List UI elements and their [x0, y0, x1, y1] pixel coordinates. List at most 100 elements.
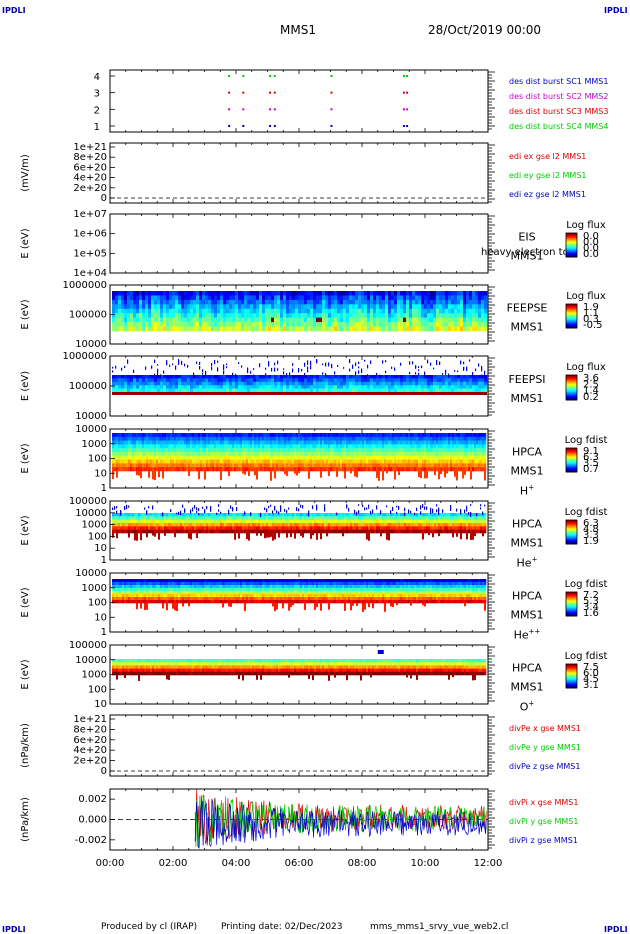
hpca-h-cell: [244, 448, 247, 453]
feepsi-cell: [262, 388, 266, 393]
feepse-cell: [199, 299, 203, 305]
feepse-cell: [160, 308, 164, 314]
hpca-h-cell: [120, 467, 123, 472]
hpca-h-cell: [126, 452, 129, 457]
hpca-he-cell: [226, 516, 229, 520]
hpca-h-cell: [318, 448, 321, 453]
hpca-h-cell: [376, 463, 379, 468]
hpca-h-cell: [400, 448, 403, 453]
feepsi-cell: [307, 385, 311, 389]
feepsi-cell: [373, 381, 377, 386]
feepsi-cell: [271, 388, 275, 393]
hpca-h-cell: [192, 452, 195, 457]
feepse-cell: [484, 299, 488, 305]
feepse-cell: [472, 299, 476, 305]
hpca-h-cell: [112, 452, 115, 457]
feepse-cell: [415, 322, 419, 327]
feepsi-cell: [397, 375, 401, 379]
hpca-h-cell: [160, 455, 163, 460]
hpca-h-cell: [474, 455, 477, 460]
hpca-h-cell: [286, 444, 289, 449]
divpe-tick-label: 8e+20: [73, 724, 107, 735]
feepse-cell: [346, 308, 350, 314]
feepse-cell: [457, 322, 461, 327]
feepse-cell: [142, 304, 146, 310]
feepse-instrument-label: FEEPSE: [507, 302, 548, 315]
feepse-cell: [196, 317, 200, 323]
hpca-h-cell: [418, 440, 421, 445]
feepsi-cell: [301, 368, 303, 372]
hpca-h-cell: [346, 436, 349, 441]
feepsi-cell: [442, 388, 446, 393]
hpca-h-cell: [428, 433, 431, 438]
feepse-cell: [472, 304, 476, 310]
hpca-h-cell: [266, 440, 269, 445]
feepsi-cell: [472, 375, 476, 379]
feepse-cell: [259, 299, 263, 305]
feepse-cell: [214, 322, 218, 327]
hpca-h-cell: [410, 448, 413, 453]
feepsi-cell: [112, 366, 114, 369]
feepse-cell: [406, 308, 410, 314]
feepsi-cell: [412, 381, 416, 386]
feepse-cell: [250, 317, 254, 323]
feepsi-cell: [370, 375, 374, 379]
hpca-h-cell: [472, 455, 475, 460]
hpca-h-cell: [398, 448, 401, 453]
feepse-cell: [367, 291, 371, 296]
feepse-cell: [424, 313, 428, 318]
feepsi-cell: [268, 388, 272, 393]
hpca-h-cell: [304, 452, 307, 457]
feepse-cell: [310, 308, 314, 314]
feepsi-colorbar-cell: [566, 387, 577, 390]
hpca-he-cell: [188, 526, 191, 530]
hpca-h-cell: [156, 433, 159, 438]
burst-frame: [109, 69, 489, 133]
feepsi-cell: [199, 381, 203, 386]
feepse-cell: [349, 317, 353, 323]
hpca-h-cell: [238, 436, 241, 441]
hpca-h-cell: [174, 444, 177, 449]
hpca-h-cell: [384, 440, 387, 445]
hpca-he-cell: [170, 526, 173, 530]
hpca-h-cell: [472, 467, 475, 472]
feepsi-colorbar-cell: [566, 393, 577, 396]
hpca-h-cell: [276, 444, 279, 449]
hpca-h-cell: [164, 459, 167, 464]
hpca-he-cell: [148, 516, 151, 520]
hpca-h-cell: [252, 440, 255, 445]
feepse-cell: [469, 291, 473, 296]
hpca-he-cell: [202, 506, 204, 509]
hpca-h-cell: [174, 467, 177, 472]
hpca-h-cell: [448, 436, 451, 441]
hpca-h-cell: [138, 452, 141, 457]
hpca-h-cell: [242, 448, 245, 453]
hpca-h-cell: [226, 452, 229, 457]
hpca-h-cell: [438, 452, 441, 457]
hpca-he-cell: [196, 533, 198, 538]
edi-legend-entry: edi ey gse l2 MMS1: [509, 171, 587, 180]
feepse-cell: [478, 317, 482, 323]
hpca-h-cell: [440, 459, 443, 464]
hpca-h-cell: [434, 452, 437, 457]
hpca-h-cell: [412, 440, 415, 445]
feepse-cell: [238, 291, 242, 296]
hpca-h-cell: [430, 467, 433, 472]
feepsi-cell: [400, 385, 404, 389]
hpca-h-cell: [462, 448, 465, 453]
hpca-he-cell: [224, 516, 227, 520]
feepse-cell: [478, 322, 482, 327]
feepse-cell: [415, 313, 419, 318]
hpca-h-cell: [404, 440, 407, 445]
hpca-h-cell: [446, 452, 449, 457]
feepsi-cell: [322, 372, 324, 375]
feepsi-cell: [163, 378, 167, 383]
hpca-h-cell: [306, 444, 309, 449]
hpca-h-cell: [222, 440, 225, 445]
feepse-cell: [313, 304, 317, 310]
feepse-cell: [385, 322, 389, 327]
feepsi-cell: [115, 388, 119, 393]
hpca-h-cell: [192, 463, 195, 468]
feepsi-cell: [118, 378, 122, 383]
feepsi-cell: [223, 370, 225, 375]
